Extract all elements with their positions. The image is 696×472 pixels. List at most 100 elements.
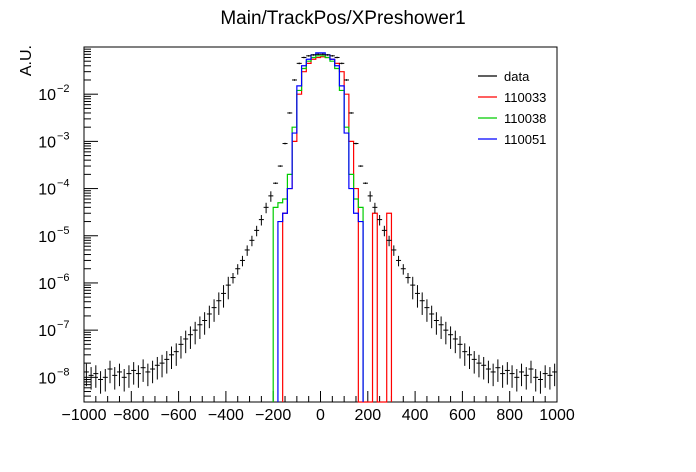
data-point (173, 343, 179, 366)
x-tick-label: −600 (161, 407, 197, 424)
data-point (396, 255, 402, 267)
data-point (433, 312, 439, 335)
data-point (504, 362, 510, 385)
series-110051-step (277, 52, 364, 402)
y-tick-label: 10 (38, 229, 56, 246)
x-tick-label: 600 (449, 407, 476, 424)
data-point (296, 62, 302, 65)
data-point (367, 191, 373, 202)
data-point (344, 79, 350, 81)
data-point (500, 365, 506, 388)
data-point (121, 369, 127, 392)
data-point (211, 299, 217, 322)
data-point (310, 54, 316, 56)
x-tick-label: 1000 (539, 407, 575, 424)
data-point (537, 371, 543, 394)
data-point (471, 351, 477, 374)
x-tick-label: −1000 (62, 407, 107, 424)
y-tick-exponent: −5 (57, 225, 70, 237)
data-point (306, 55, 312, 57)
data-point (154, 356, 160, 380)
y-axis: 10−810−710−610−510−410−310−2 (38, 46, 98, 403)
data-series-points (83, 53, 558, 394)
data-point (230, 272, 236, 284)
legend: data 110033 110038 110051 (478, 69, 546, 147)
data-point (495, 359, 501, 382)
data-point (83, 363, 89, 387)
x-tick-label: −800 (113, 407, 149, 424)
data-point (273, 182, 279, 185)
y-axis-label: A.U. (18, 45, 35, 76)
data-point (523, 367, 529, 390)
data-point (282, 142, 288, 145)
data-point (320, 53, 326, 56)
data-point (424, 299, 430, 322)
data-point (221, 285, 227, 308)
data-point (476, 354, 482, 378)
data-point (268, 191, 274, 202)
y-tick-exponent: −6 (57, 272, 70, 284)
data-point (405, 272, 411, 284)
data-point (192, 321, 198, 345)
data-point (164, 351, 170, 374)
histogram-series (272, 52, 393, 403)
data-point (358, 165, 364, 167)
data-point (528, 360, 534, 384)
data-point (466, 346, 472, 370)
y-tick-label: 10 (38, 323, 56, 340)
data-point (116, 363, 122, 387)
data-point (258, 215, 264, 226)
x-tick-label: −200 (255, 407, 291, 424)
y-tick-exponent: −7 (57, 319, 70, 331)
data-point (244, 245, 250, 256)
data-point (249, 235, 255, 247)
data-point (448, 326, 454, 349)
x-tick-label: 200 (354, 407, 381, 424)
data-point (372, 202, 378, 214)
data-point (386, 235, 392, 247)
data-point (102, 369, 108, 392)
data-point (552, 363, 558, 387)
data-point (107, 360, 113, 384)
data-point (225, 276, 231, 300)
y-tick-label: 10 (38, 134, 56, 151)
data-point (542, 365, 548, 388)
y-tick-exponent: −8 (57, 366, 70, 378)
data-point (140, 359, 146, 382)
x-tick-label: 400 (402, 407, 429, 424)
data-point (419, 292, 425, 315)
data-point (481, 356, 487, 380)
data-point (410, 276, 416, 300)
data-point (547, 367, 553, 390)
data-point (325, 54, 331, 56)
data-point (443, 321, 449, 345)
data-point (429, 305, 435, 329)
data-point (400, 264, 406, 275)
data-point (112, 367, 118, 390)
data-point (93, 365, 99, 388)
data-point (131, 362, 137, 385)
data-point (235, 264, 241, 275)
data-point (197, 316, 203, 339)
x-tick-label: 0 (316, 407, 325, 424)
y-tick-label: 10 (38, 182, 56, 199)
data-point (187, 326, 193, 349)
data-point (438, 316, 444, 339)
data-point (126, 365, 132, 388)
data-point (381, 225, 387, 237)
y-tick-label: 10 (38, 276, 56, 293)
data-point (202, 312, 208, 335)
data-point (183, 330, 189, 354)
data-point (362, 182, 368, 185)
data-point (348, 112, 354, 114)
data-point (263, 202, 269, 214)
data-point (216, 292, 222, 315)
y-tick-label: 10 (38, 370, 56, 387)
data-point (329, 55, 335, 57)
data-point (353, 142, 359, 145)
data-point (150, 360, 156, 384)
data-point (169, 346, 175, 370)
y-tick-exponent: −4 (57, 178, 70, 190)
data-point (159, 354, 165, 378)
data-point (206, 305, 212, 329)
